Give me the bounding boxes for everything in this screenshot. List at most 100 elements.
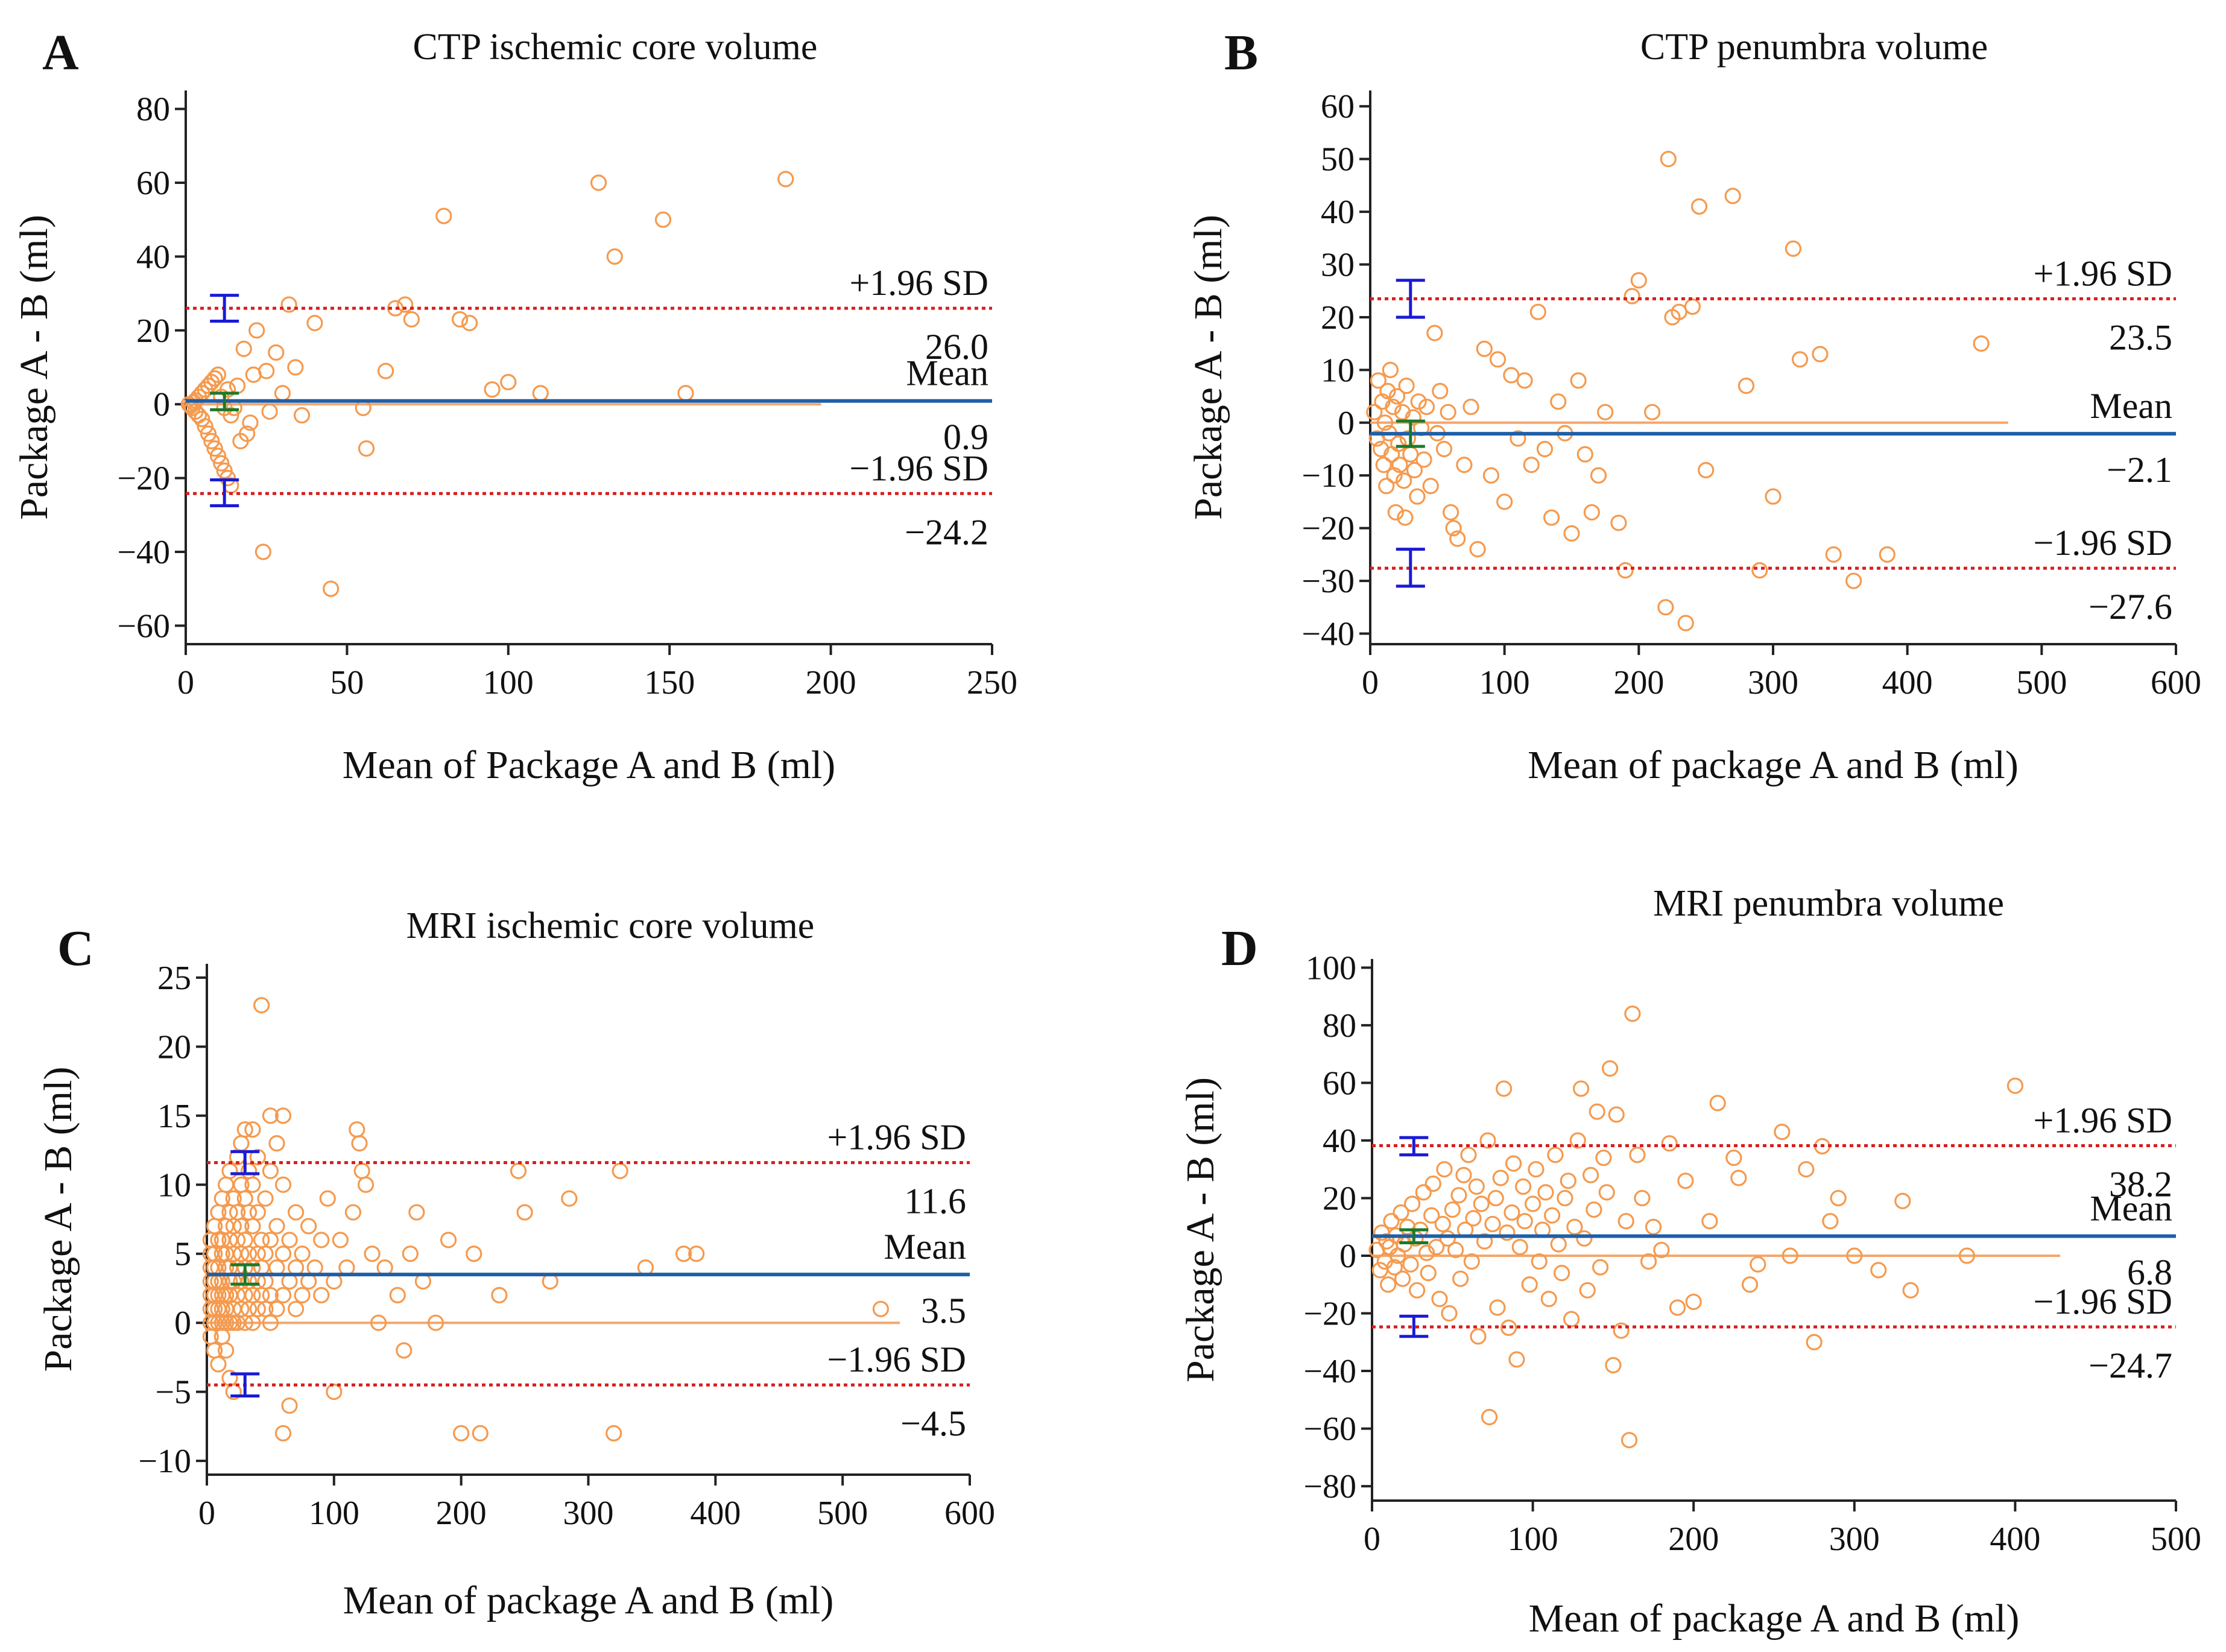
data-point (427, 1314, 444, 1331)
x-tick-label: 0 (177, 664, 194, 701)
data-point (1750, 1256, 1766, 1273)
data-point (261, 403, 278, 420)
data-point (1462, 398, 1479, 416)
chart-title: MRI ischemic core volume (406, 905, 815, 946)
data-point (274, 1245, 292, 1262)
x-axis-title: Mean of package A and B (ml) (343, 1578, 834, 1622)
y-tick-label: 20 (1323, 1180, 1356, 1217)
x-tick-label: 600 (944, 1495, 995, 1532)
data-point (453, 1425, 470, 1442)
data-point (466, 1245, 482, 1262)
data-point (306, 314, 323, 332)
data-point (1589, 1103, 1605, 1120)
data-point (274, 1425, 292, 1442)
data-point (221, 1162, 238, 1179)
x-tick-label: 200 (806, 664, 856, 701)
data-point (1791, 351, 1809, 368)
data-point (262, 1314, 279, 1331)
mean-label: Mean (906, 353, 988, 393)
mean-value: −2.1 (2107, 450, 2172, 490)
data-point (1610, 514, 1627, 531)
y-tick-label: 0 (1338, 405, 1355, 442)
data-point (249, 1204, 266, 1221)
data-point (1402, 446, 1419, 463)
data-point (1617, 562, 1634, 579)
upper-sd-value: 38.2 (2109, 1165, 2172, 1204)
chart-title: CTP ischemic core volume (413, 27, 818, 68)
mean-label: Mean (884, 1227, 966, 1267)
data-point (1469, 541, 1486, 558)
x-tick-label: 100 (483, 664, 534, 701)
data-point (1677, 1173, 1694, 1189)
lower-sd-value: −24.7 (2088, 1346, 2172, 1385)
data-point (281, 1232, 298, 1248)
upper-sd-label: +1.96 SD (849, 263, 988, 303)
data-point (293, 407, 311, 424)
data-point (262, 1232, 279, 1248)
data-point (1902, 1282, 1919, 1299)
data-point (257, 1190, 274, 1207)
data-point (358, 440, 375, 457)
data-point (1423, 1207, 1440, 1224)
data-point (1598, 1184, 1615, 1201)
data-point (1409, 1282, 1426, 1299)
data-point (1470, 1328, 1487, 1345)
data-point (1782, 1247, 1798, 1264)
upper-sd-value: 26.0 (925, 327, 988, 367)
data-point (1785, 240, 1801, 257)
data-point (1476, 1233, 1493, 1250)
data-point (510, 1162, 527, 1179)
data-point (357, 1176, 375, 1193)
data-point (281, 1273, 298, 1290)
data-point (461, 314, 478, 332)
y-tick-label: 60 (136, 165, 170, 202)
lower-sd-label: −1.96 SD (827, 1340, 966, 1379)
y-tick-label: 60 (1321, 88, 1355, 125)
data-point (1798, 1161, 1815, 1178)
data-point (244, 1176, 261, 1193)
lower-sd-label: −1.96 SD (2033, 1282, 2172, 1321)
data-point (1370, 372, 1387, 389)
data-point (1569, 1132, 1586, 1149)
data-point (223, 407, 239, 424)
data-point (182, 397, 199, 414)
y-tick-label: 0 (174, 1305, 191, 1342)
x-tick-label: 500 (2151, 1521, 2201, 1558)
y-tick-label: −40 (1301, 616, 1355, 653)
data-point (1870, 1262, 1887, 1279)
data-point (218, 1176, 235, 1193)
data-point (1605, 1356, 1622, 1374)
data-point (637, 1259, 654, 1276)
data-point (1503, 367, 1520, 384)
data-point (1629, 1147, 1646, 1163)
data-point (1547, 1147, 1564, 1163)
data-point (338, 1259, 355, 1276)
data-point (1450, 1187, 1467, 1204)
data-point (268, 1135, 285, 1152)
data-point (1563, 1311, 1580, 1328)
data-point (1388, 388, 1406, 405)
data-point (206, 370, 223, 387)
data-point (294, 1286, 311, 1304)
data-point (332, 1232, 349, 1248)
data-point (344, 1204, 362, 1221)
data-point (1724, 188, 1741, 204)
data-point (1435, 440, 1453, 458)
data-point (1586, 1201, 1602, 1218)
data-point (242, 414, 259, 431)
data-point (1592, 1259, 1609, 1276)
data-point (229, 377, 246, 394)
data-point (1560, 1173, 1576, 1189)
upper-sd-label: +1.96 SD (827, 1118, 966, 1157)
data-point (389, 1286, 406, 1304)
data-point (209, 448, 227, 464)
data-point (1380, 1276, 1397, 1293)
data-point (1531, 1253, 1548, 1270)
x-tick-label: 300 (1748, 664, 1798, 701)
data-point (268, 344, 285, 361)
data-point (1613, 1322, 1630, 1339)
x-tick-label: 400 (1990, 1521, 2040, 1558)
data-point (200, 425, 217, 442)
data-point (1595, 1149, 1612, 1166)
